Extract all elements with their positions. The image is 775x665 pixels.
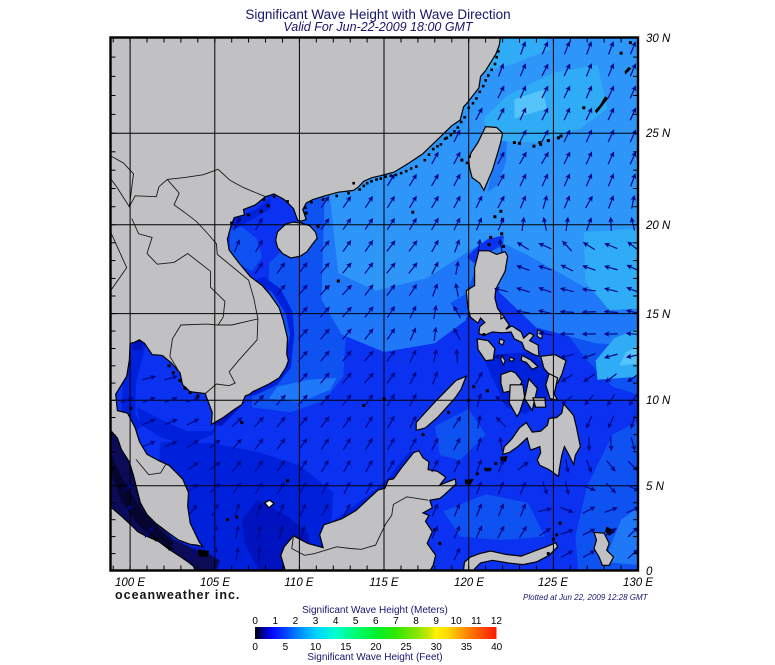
svg-text:10: 10 xyxy=(310,642,322,653)
svg-text:25: 25 xyxy=(401,642,413,653)
svg-text:20 N: 20 N xyxy=(645,220,671,232)
svg-text:Significant Wave Height (Feet): Significant Wave Height (Feet) xyxy=(307,652,442,663)
svg-text:30: 30 xyxy=(431,642,443,653)
svg-text:Plotted at Jun 22, 2009 12:28: Plotted at Jun 22, 2009 12:28 GMT xyxy=(523,593,649,602)
svg-text:120 E: 120 E xyxy=(454,577,484,589)
svg-text:Significant Wave Height with W: Significant Wave Height with Wave Direct… xyxy=(245,7,510,22)
svg-text:9: 9 xyxy=(433,616,439,627)
svg-text:30 N: 30 N xyxy=(646,33,671,45)
svg-text:15 N: 15 N xyxy=(646,309,671,321)
svg-text:6: 6 xyxy=(373,616,379,627)
svg-text:0: 0 xyxy=(252,642,258,653)
svg-text:2: 2 xyxy=(293,616,299,627)
svg-text:1: 1 xyxy=(273,616,279,627)
svg-text:5: 5 xyxy=(353,616,359,627)
svg-text:40: 40 xyxy=(491,642,503,653)
svg-text:0: 0 xyxy=(252,616,258,627)
svg-text:100 E: 100 E xyxy=(115,577,145,589)
svg-text:115 E: 115 E xyxy=(369,577,399,589)
svg-text:11: 11 xyxy=(471,616,482,627)
svg-text:10: 10 xyxy=(451,616,463,627)
svg-text:10 N: 10 N xyxy=(646,395,671,407)
svg-text:4: 4 xyxy=(333,616,339,627)
svg-text:7: 7 xyxy=(393,616,399,627)
svg-text:0: 0 xyxy=(646,566,653,578)
svg-text:105 E: 105 E xyxy=(200,577,230,589)
svg-text:5 N: 5 N xyxy=(646,481,665,493)
svg-text:15: 15 xyxy=(340,642,352,653)
svg-text:110 E: 110 E xyxy=(284,577,314,589)
svg-text:5: 5 xyxy=(283,642,289,653)
svg-text:oceanweather inc.: oceanweather inc. xyxy=(115,588,240,602)
svg-text:25 N: 25 N xyxy=(645,128,671,140)
svg-text:Valid For Jun-22-2009 18:00 GM: Valid For Jun-22-2009 18:00 GMT xyxy=(283,20,474,34)
svg-text:20: 20 xyxy=(370,642,382,653)
svg-text:35: 35 xyxy=(461,642,473,653)
svg-text:8: 8 xyxy=(413,616,419,627)
svg-text:Significant Wave Height (Meter: Significant Wave Height (Meters) xyxy=(302,605,448,616)
svg-text:130 E: 130 E xyxy=(623,577,653,589)
svg-text:3: 3 xyxy=(313,616,319,627)
svg-text:12: 12 xyxy=(491,616,503,627)
svg-text:125 E: 125 E xyxy=(538,577,568,589)
